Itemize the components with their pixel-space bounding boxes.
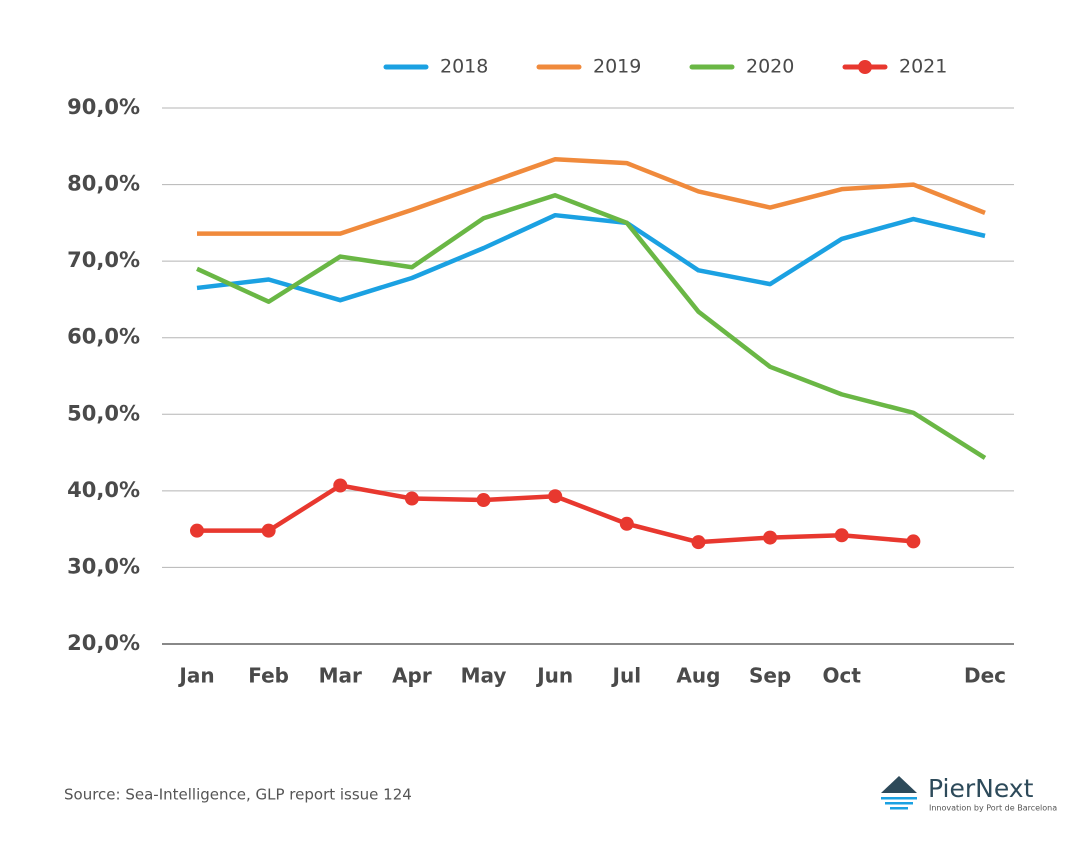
logo: PierNext Innovation by Port de Barcelona [881, 774, 1057, 813]
x-tick-label: Sep [749, 664, 791, 688]
y-tick-label: 40,0% [67, 478, 140, 502]
data-point [548, 489, 563, 504]
logo-wave [885, 802, 913, 805]
data-point [261, 523, 276, 538]
logo-wave [890, 807, 908, 810]
y-tick-label: 90,0% [67, 95, 140, 119]
logo-tagline: Innovation by Port de Barcelona [929, 804, 1057, 813]
y-tick-label: 70,0% [67, 248, 140, 272]
x-tick-label: Apr [392, 664, 432, 688]
legend-marker [858, 60, 872, 74]
x-tick-label: Jun [535, 664, 573, 688]
x-tick-label: Aug [676, 664, 720, 688]
data-point [834, 528, 849, 543]
series-line [196, 212, 986, 303]
data-point [906, 534, 921, 549]
series-line [197, 157, 986, 236]
data-point [619, 516, 634, 531]
logo-name: PierNext [928, 774, 1034, 803]
y-tick-label: 80,0% [67, 172, 140, 196]
x-tick-label: May [461, 664, 507, 688]
series-line [196, 193, 987, 460]
data-point [763, 530, 778, 545]
data-point [404, 491, 419, 506]
data-point [333, 478, 348, 493]
y-tick-label: 60,0% [67, 325, 140, 349]
data-point [476, 493, 491, 508]
logo-wave [881, 797, 917, 800]
data-point [691, 535, 706, 550]
y-tick-label: 50,0% [67, 401, 140, 425]
legend-label: 2020 [746, 56, 794, 78]
x-tick-label: Jul [611, 664, 642, 688]
x-tick-label: Mar [319, 664, 362, 688]
x-tick-label: Jan [177, 664, 214, 688]
x-tick-label: Oct [823, 664, 862, 688]
legend-label: 2021 [899, 56, 947, 78]
y-tick-label: 20,0% [67, 631, 140, 655]
legend-label: 2019 [593, 56, 641, 78]
y-tick-label: 30,0% [67, 554, 140, 578]
x-tick-label: Dec [964, 664, 1006, 688]
legend-label: 2018 [440, 56, 488, 78]
x-tick-label: Feb [248, 664, 289, 688]
logo-icon [881, 776, 917, 793]
data-point [190, 523, 204, 538]
source-note: Source: Sea-Intelligence, GLP report iss… [64, 786, 412, 804]
